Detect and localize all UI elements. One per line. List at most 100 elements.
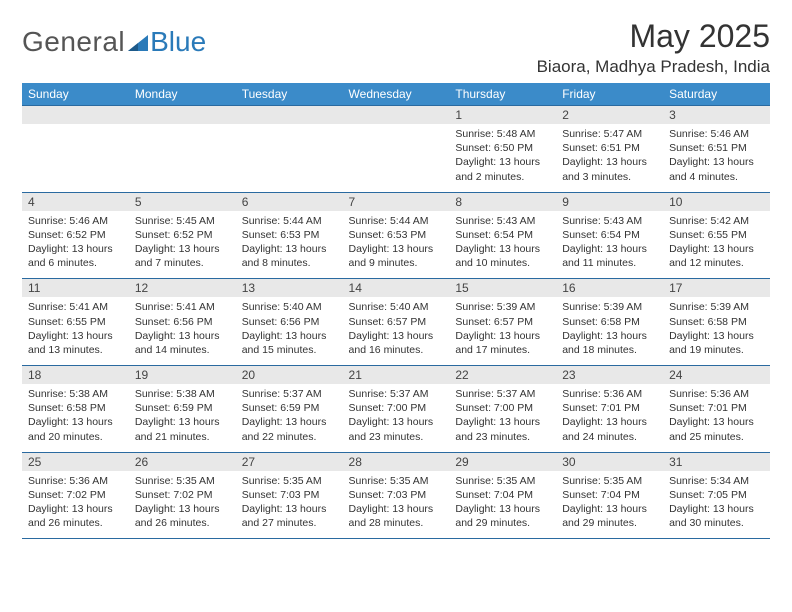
sunrise-line: Sunrise: 5:41 AM xyxy=(135,300,230,314)
day-number-cell: 8 xyxy=(449,192,556,211)
daylight-line: Daylight: 13 hours and 20 minutes. xyxy=(28,415,123,443)
sunrise-line: Sunrise: 5:39 AM xyxy=(562,300,657,314)
sunrise-line: Sunrise: 5:36 AM xyxy=(28,474,123,488)
sunrise-line: Sunrise: 5:38 AM xyxy=(135,387,230,401)
sunset-line: Sunset: 6:57 PM xyxy=(349,315,444,329)
sunset-line: Sunset: 6:57 PM xyxy=(455,315,550,329)
day-number-cell: 15 xyxy=(449,279,556,298)
day-number-cell: 21 xyxy=(343,366,450,385)
weekday-header: Friday xyxy=(556,83,663,106)
day-detail-cell: Sunrise: 5:41 AMSunset: 6:55 PMDaylight:… xyxy=(22,297,129,365)
day-detail-cell: Sunrise: 5:39 AMSunset: 6:58 PMDaylight:… xyxy=(663,297,770,365)
sunrise-line: Sunrise: 5:35 AM xyxy=(562,474,657,488)
day-detail-cell: Sunrise: 5:38 AMSunset: 6:58 PMDaylight:… xyxy=(22,384,129,452)
day-number-cell: 26 xyxy=(129,452,236,471)
sunset-line: Sunset: 6:53 PM xyxy=(349,228,444,242)
day-detail-cell xyxy=(129,124,236,192)
daylight-line: Daylight: 13 hours and 17 minutes. xyxy=(455,329,550,357)
day-number-cell: 9 xyxy=(556,192,663,211)
sunset-line: Sunset: 6:58 PM xyxy=(28,401,123,415)
sunset-line: Sunset: 7:01 PM xyxy=(562,401,657,415)
day-detail-row: Sunrise: 5:48 AMSunset: 6:50 PM Daylight:… xyxy=(22,124,770,192)
day-number-cell: 16 xyxy=(556,279,663,298)
daylight-line: Daylight: 13 hours and 15 minutes. xyxy=(242,329,337,357)
day-number-row: 45678910 xyxy=(22,192,770,211)
day-detail-cell: Sunrise: 5:35 AMSunset: 7:04 PMDaylight:… xyxy=(556,471,663,539)
daylight-line: Daylight: 13 hours and 24 minutes. xyxy=(562,415,657,443)
daylight-line: Daylight: 13 hours and 29 minutes. xyxy=(562,502,657,530)
sunrise-line: Sunrise: 5:42 AM xyxy=(669,214,764,228)
day-detail-row: Sunrise: 5:46 AMSunset: 6:52 PMDaylight:… xyxy=(22,211,770,279)
sunrise-line: Sunrise: 5:36 AM xyxy=(562,387,657,401)
sunset-line: Sunset: 7:03 PM xyxy=(349,488,444,502)
daylight-line: Daylight: 13 hours and 8 minutes. xyxy=(242,242,337,270)
daylight-line: Daylight: 13 hours and 9 minutes. xyxy=(349,242,444,270)
day-number-row: 123 xyxy=(22,106,770,125)
sunrise-line: Sunrise: 5:36 AM xyxy=(669,387,764,401)
sunset-line: Sunset: 7:04 PM xyxy=(455,488,550,502)
day-detail-cell: Sunrise: 5:40 AMSunset: 6:57 PMDaylight:… xyxy=(343,297,450,365)
day-number-cell: 25 xyxy=(22,452,129,471)
day-number-cell: 24 xyxy=(663,366,770,385)
daylight-line: Daylight: 13 hours and 3 minutes. xyxy=(562,155,657,183)
sunset-line: Sunset: 6:56 PM xyxy=(242,315,337,329)
daylight-line: Daylight: 13 hours and 6 minutes. xyxy=(28,242,123,270)
day-number-cell: 3 xyxy=(663,106,770,125)
day-detail-cell: Sunrise: 5:35 AMSunset: 7:03 PMDaylight:… xyxy=(343,471,450,539)
day-number-cell xyxy=(343,106,450,125)
day-number-cell: 13 xyxy=(236,279,343,298)
sunset-line: Sunset: 7:00 PM xyxy=(455,401,550,415)
day-number-cell: 23 xyxy=(556,366,663,385)
weekday-header: Monday xyxy=(129,83,236,106)
logo-triangle-icon xyxy=(128,35,148,56)
day-detail-cell: Sunrise: 5:38 AMSunset: 6:59 PMDaylight:… xyxy=(129,384,236,452)
day-detail-cell xyxy=(236,124,343,192)
sunrise-line: Sunrise: 5:46 AM xyxy=(28,214,123,228)
sunrise-line: Sunrise: 5:35 AM xyxy=(455,474,550,488)
weekday-header: Tuesday xyxy=(236,83,343,106)
daylight-line: Daylight: 13 hours and 22 minutes. xyxy=(242,415,337,443)
sunset-line: Sunset: 6:52 PM xyxy=(28,228,123,242)
sunset-line: Sunset: 6:51 PM xyxy=(562,141,657,155)
daylight-line: Daylight: 13 hours and 23 minutes. xyxy=(349,415,444,443)
day-detail-cell: Sunrise: 5:39 AMSunset: 6:58 PMDaylight:… xyxy=(556,297,663,365)
day-number-cell: 17 xyxy=(663,279,770,298)
sunrise-line: Sunrise: 5:35 AM xyxy=(349,474,444,488)
sunrise-line: Sunrise: 5:37 AM xyxy=(455,387,550,401)
daylight-line: Daylight: 13 hours and 7 minutes. xyxy=(135,242,230,270)
day-detail-cell: Sunrise: 5:36 AMSunset: 7:01 PMDaylight:… xyxy=(663,384,770,452)
sunrise-line: Sunrise: 5:40 AM xyxy=(349,300,444,314)
sunset-line: Sunset: 6:56 PM xyxy=(135,315,230,329)
day-number-cell: 30 xyxy=(556,452,663,471)
location-text: Biaora, Madhya Pradesh, India xyxy=(537,57,770,77)
sunset-line: Sunset: 7:03 PM xyxy=(242,488,337,502)
daylight-line: Daylight: 13 hours and 12 minutes. xyxy=(669,242,764,270)
sunset-line: Sunset: 6:55 PM xyxy=(669,228,764,242)
sunrise-line: Sunrise: 5:45 AM xyxy=(135,214,230,228)
day-detail-cell: Sunrise: 5:44 AMSunset: 6:53 PMDaylight:… xyxy=(343,211,450,279)
sunrise-line: Sunrise: 5:40 AM xyxy=(242,300,337,314)
sunset-line: Sunset: 6:50 PM xyxy=(455,141,550,155)
sunset-line: Sunset: 6:59 PM xyxy=(242,401,337,415)
daylight-line: Daylight: 13 hours and 30 minutes. xyxy=(669,502,764,530)
daylight-line: Daylight: 13 hours and 23 minutes. xyxy=(455,415,550,443)
logo: General Blue xyxy=(22,26,206,58)
daylight-line: Daylight: 13 hours and 16 minutes. xyxy=(349,329,444,357)
day-detail-cell: Sunrise: 5:48 AMSunset: 6:50 PMDaylight:… xyxy=(449,124,556,192)
sunset-line: Sunset: 6:51 PM xyxy=(669,141,764,155)
title-block: May 2025 Biaora, Madhya Pradesh, India xyxy=(537,18,770,77)
logo-text-blue: Blue xyxy=(150,26,206,58)
weekday-header: Thursday xyxy=(449,83,556,106)
sunset-line: Sunset: 6:55 PM xyxy=(28,315,123,329)
sunrise-line: Sunrise: 5:44 AM xyxy=(242,214,337,228)
calendar-body: 123 Sunrise: 5:48 AMSunset: 6:50 PM Daylig… xyxy=(22,106,770,539)
day-number-cell xyxy=(22,106,129,125)
sunrise-line: Sunrise: 5:48 AM xyxy=(455,127,550,141)
day-detail-row: Sunrise: 5:38 AMSunset: 6:58 PMDaylight:… xyxy=(22,384,770,452)
day-detail-cell: Sunrise: 5:39 AMSunset: 6:57 PMDaylight:… xyxy=(449,297,556,365)
sunrise-line: Sunrise: 5:43 AM xyxy=(455,214,550,228)
sunrise-line: Sunrise: 5:39 AM xyxy=(455,300,550,314)
sunrise-line: Sunrise: 5:37 AM xyxy=(242,387,337,401)
day-detail-cell: Sunrise: 5:43 AMSunset: 6:54 PMDaylight:… xyxy=(449,211,556,279)
day-detail-cell: Sunrise: 5:37 AMSunset: 7:00 PMDaylight:… xyxy=(449,384,556,452)
